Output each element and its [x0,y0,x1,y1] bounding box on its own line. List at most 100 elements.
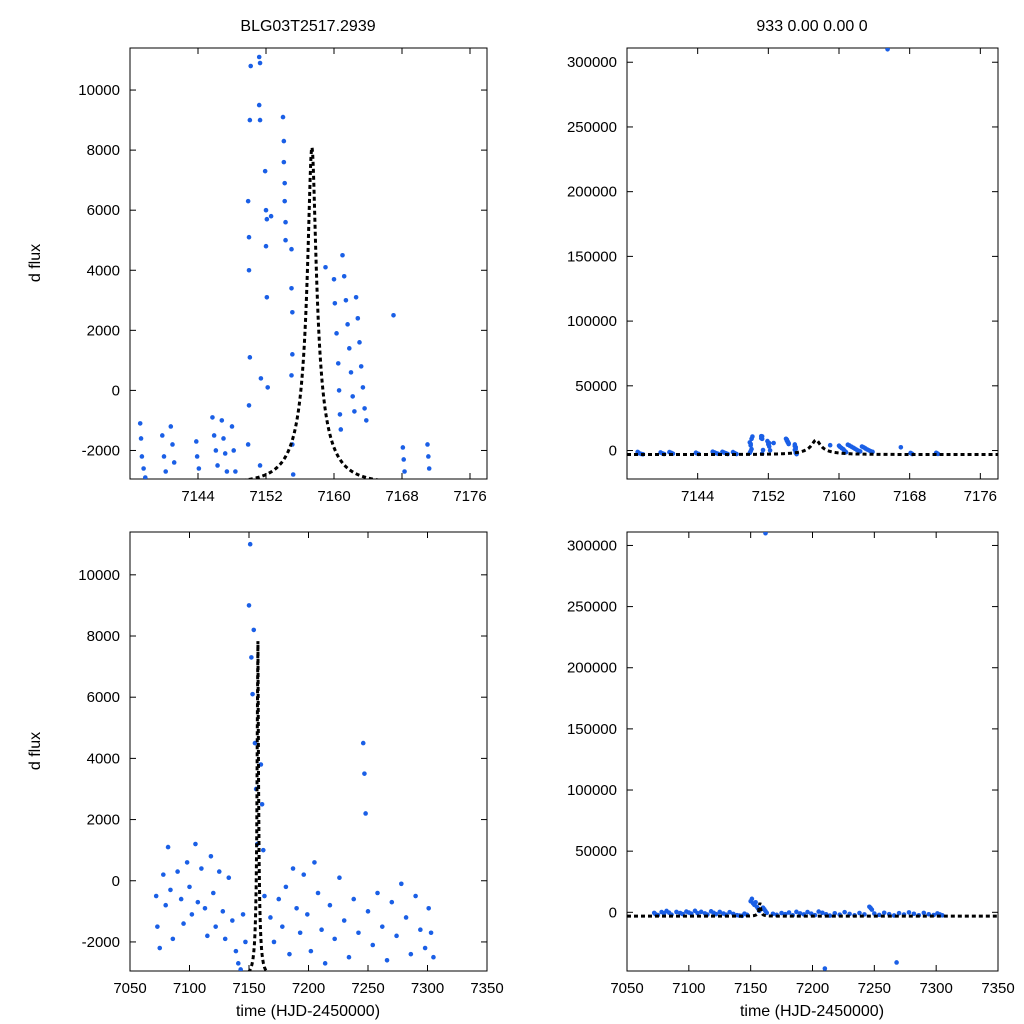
data-point [356,930,361,936]
y-tick-label: 0 [112,873,120,890]
data-point [323,264,328,270]
data-point [222,936,228,942]
data-point [428,930,434,936]
data-point [211,890,216,896]
data-point [224,469,230,474]
data-point [247,117,253,123]
data-point [389,899,395,905]
data-point [348,370,354,375]
data-point [816,909,821,914]
data-point [138,436,144,441]
data-point [365,909,371,914]
model-curve [627,438,998,457]
data-point [171,460,177,465]
data-point [257,463,263,468]
x-tick-label: 7152 [249,488,282,505]
data-point [921,910,927,916]
data-point [260,847,266,853]
y-tick-label: 0 [112,382,120,399]
y-tick-label: 8000 [87,628,120,645]
data-point [289,246,294,252]
data-point [370,942,376,948]
x-tick-label: 7160 [822,488,855,505]
data-point [141,466,146,471]
data-point [290,352,295,357]
data-point [215,463,220,468]
ticks-bottom-left: -2000 0 2000 4000 6000 8000 10000 7050 7100 7150 7… [78,532,504,997]
y-tick-label: 4000 [87,262,120,279]
data-point [340,252,345,258]
data-point [251,627,257,633]
data-point [178,896,184,902]
data-point [265,385,271,390]
x-tick-label: 7152 [752,488,785,505]
y-tick-label: 300000 [567,54,617,71]
data-point [229,424,235,429]
x-tick-label: 7176 [453,488,486,505]
data-point [194,454,200,459]
y-axis-label-top-left: d flux [27,244,44,282]
x-axis-label-bottom-left: time (HJD-2450000) [236,1003,380,1020]
data-point [290,866,296,871]
data-point [343,297,349,303]
data-point [289,285,294,291]
data-point [282,198,288,204]
data-point [351,896,357,902]
data-point [695,910,700,916]
data-point [139,454,145,459]
data-point [202,905,208,911]
data-point [337,875,342,880]
data-point [332,936,337,942]
data-point [297,930,303,936]
data-point [230,918,235,923]
data-point [271,939,277,945]
data-point [231,448,236,453]
data-point [161,872,166,877]
data-point [338,427,344,432]
data-point [766,444,772,449]
x-axis-label-bottom-right: time (HJD-2450000) [740,1003,884,1020]
data-point [842,909,847,915]
data-point [256,54,262,60]
x-tick-label: 7150 [734,980,767,997]
data-point [264,216,270,222]
data-point [268,213,274,219]
data-point [246,403,252,408]
data-point [181,921,186,926]
x-tick-label: 7100 [672,980,705,997]
data-point [283,219,288,225]
data-point [418,927,423,933]
data-point [786,441,791,447]
y-tick-label: 300000 [567,537,617,554]
data-point [352,409,357,414]
data-point [727,909,732,915]
frame-bottom-left [129,531,488,972]
data-point [243,939,248,945]
data-point [308,948,314,954]
data-point [246,234,252,240]
panel-bottom-left: -2000 0 2000 4000 6000 8000 10000 7050 7100 7150 7… [27,531,504,1020]
x-tick-label: 7144 [681,488,714,505]
y-tick-label: 10000 [78,82,120,99]
data-point [940,913,945,918]
data-point [290,310,295,315]
data-point [249,655,254,660]
chart-title-top-left: BLG03T2517.2939 [240,18,375,35]
frame-bottom-right [626,531,999,972]
data-point [805,909,810,915]
data-point [402,469,407,474]
data-point [779,910,784,916]
data-point [750,434,755,439]
data-point [281,138,287,144]
data-point [194,439,199,444]
data-point [211,433,217,438]
data-point [196,466,202,471]
data-point [257,60,263,66]
y-tick-label: 10000 [78,567,120,584]
data-point [906,910,912,915]
data-point [290,472,296,477]
data-point [184,860,190,865]
data-point [379,924,385,929]
outlier-point [894,960,899,965]
y-tick-label: 250000 [567,119,617,136]
